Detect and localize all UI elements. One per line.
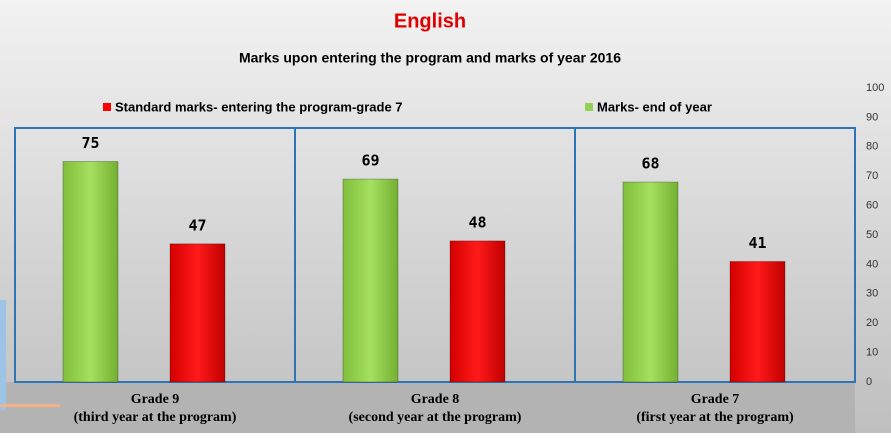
category-band bbox=[0, 382, 855, 433]
bar bbox=[62, 161, 119, 383]
x-tick-label: Grade 7 bbox=[691, 392, 740, 407]
bar bbox=[342, 178, 399, 383]
x-tick-label: Grade 8 bbox=[411, 392, 460, 407]
x-tick-label: Grade 9 bbox=[131, 392, 180, 407]
bar bbox=[449, 240, 506, 383]
legend-label: Marks- end of year bbox=[597, 99, 712, 114]
legend-swatch bbox=[585, 103, 593, 111]
y-tick-label: 20 bbox=[866, 317, 878, 329]
data-label: 69 bbox=[361, 152, 379, 170]
legend-label: Standard marks- entering the program-gra… bbox=[115, 99, 403, 114]
bar bbox=[169, 243, 226, 383]
y-tick-label: 0 bbox=[866, 376, 872, 388]
y-tick-label: 60 bbox=[866, 200, 878, 212]
y-tick-label: 80 bbox=[866, 141, 878, 153]
data-label: 68 bbox=[641, 155, 659, 173]
legend-swatch bbox=[103, 103, 111, 111]
y-tick-label: 30 bbox=[866, 288, 878, 300]
y-tick-label: 70 bbox=[866, 170, 878, 182]
bar bbox=[729, 260, 786, 383]
x-tick-note: (first year at the program) bbox=[636, 410, 794, 425]
x-tick-note: (third year at the program) bbox=[74, 410, 237, 425]
y-tick-label: 100 bbox=[866, 82, 884, 94]
y-tick-label: 50 bbox=[866, 229, 878, 241]
y-tick-label: 40 bbox=[866, 258, 878, 270]
data-label: 47 bbox=[188, 216, 206, 234]
chart-title: English bbox=[394, 10, 466, 32]
accent-line bbox=[0, 404, 60, 407]
data-label: 75 bbox=[81, 134, 99, 152]
data-label: 41 bbox=[748, 234, 766, 252]
data-label: 48 bbox=[468, 213, 486, 231]
y-tick-label: 90 bbox=[866, 111, 878, 123]
chart-subtitle: Marks upon entering the program and mark… bbox=[239, 50, 621, 66]
x-tick-note: (second year at the program) bbox=[349, 410, 522, 425]
panel-frame bbox=[14, 127, 856, 383]
y-tick-label: 10 bbox=[866, 347, 878, 359]
bar bbox=[622, 181, 679, 383]
left-edge bbox=[0, 300, 6, 410]
